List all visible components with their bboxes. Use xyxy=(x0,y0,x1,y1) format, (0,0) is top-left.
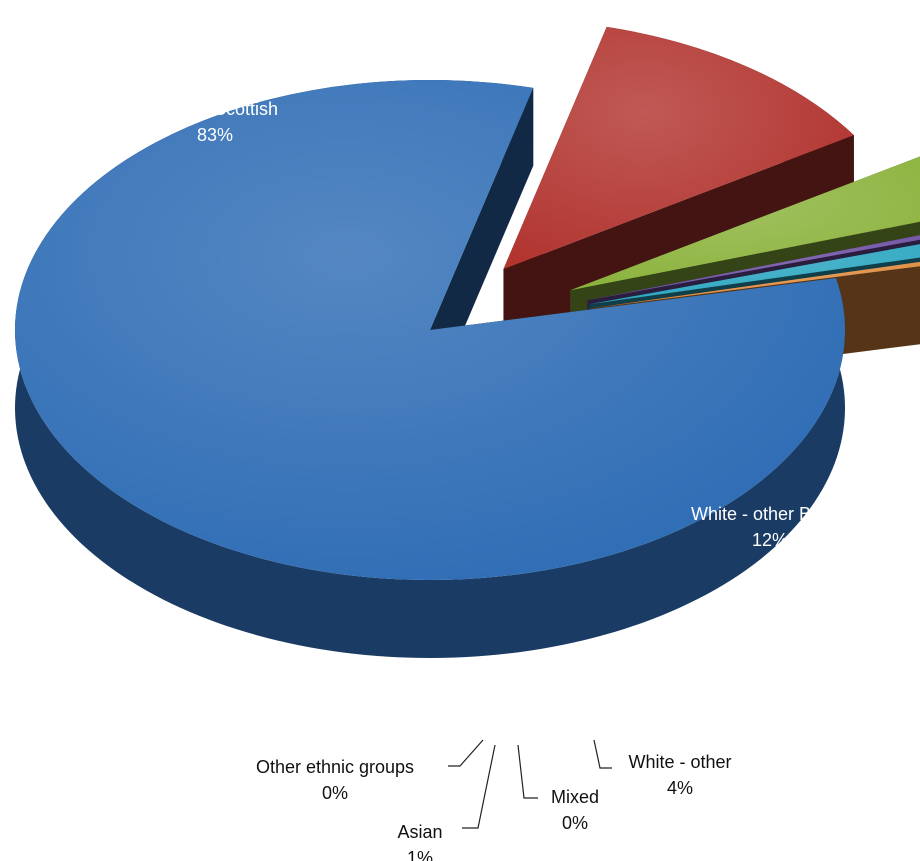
leader-line-white-other xyxy=(593,739,612,769)
category-label-white-other: White - other xyxy=(628,752,731,772)
slice-highlight-white-scottish xyxy=(14,79,846,580)
percent-label-white-scottish: 83% xyxy=(197,125,233,145)
data-label-mixed: Mixed 0% xyxy=(551,787,599,833)
category-label-white-scottish: White - Scottish xyxy=(152,99,278,119)
percent-label-white-other-british: 12% xyxy=(752,530,788,550)
percent-label-white-other: 4% xyxy=(667,778,693,798)
category-label-other-ethnic-groups: Other ethnic groups xyxy=(256,757,414,777)
data-label-white-other: White - other 4% xyxy=(628,752,731,798)
leader-line-mixed xyxy=(517,744,538,799)
percent-label-other-ethnic-groups: 0% xyxy=(322,783,348,803)
data-label-asian: Asian 1% xyxy=(397,822,442,861)
leader-line-other-ethnic-groups xyxy=(448,739,484,767)
slice-highlight-white-other xyxy=(570,156,920,291)
data-label-white-scottish: White - Scottish 83% xyxy=(152,99,278,145)
category-label-asian: Asian xyxy=(397,822,442,842)
slice-highlight-white-other-british xyxy=(503,26,854,270)
category-label-white-other-british: White - other British xyxy=(691,504,849,524)
percent-label-asian: 1% xyxy=(407,848,433,861)
slice-highlight-mixed xyxy=(587,235,920,301)
slice-highlight-asian xyxy=(589,244,920,305)
data-label-white-other-british: White - other British 12% xyxy=(691,504,849,550)
percent-label-mixed: 0% xyxy=(562,813,588,833)
category-label-mixed: Mixed xyxy=(551,787,599,807)
leader-line-asian xyxy=(462,744,496,829)
data-label-other-ethnic-groups: Other ethnic groups 0% xyxy=(256,757,414,803)
